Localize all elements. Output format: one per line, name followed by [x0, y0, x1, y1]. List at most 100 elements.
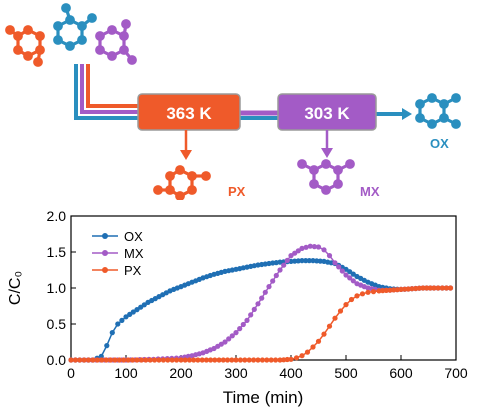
- data-point: [299, 245, 305, 251]
- stage-363k-box: 363 K: [137, 93, 241, 131]
- data-point: [119, 317, 125, 323]
- series-px: [68, 285, 454, 363]
- y-tick-label: 1.0: [47, 280, 67, 296]
- data-point: [317, 258, 323, 264]
- data-point: [248, 312, 254, 318]
- data-point: [109, 330, 115, 336]
- data-point: [394, 287, 400, 293]
- data-point: [350, 271, 356, 277]
- legend-item-mx: MX: [92, 246, 144, 261]
- data-point: [112, 357, 118, 363]
- data-point: [255, 357, 261, 363]
- data-point: [191, 357, 197, 363]
- data-point: [130, 309, 136, 315]
- data-point: [277, 259, 283, 265]
- legend-item-px: PX: [92, 263, 142, 278]
- data-point: [304, 349, 311, 355]
- legend-marker: [102, 233, 108, 239]
- data-point: [354, 293, 360, 299]
- data-point: [427, 285, 433, 291]
- y-tick-label: 0.5: [47, 316, 67, 332]
- breakthrough-chart: 0 100 200 300 400 500 600 700 0.0 0.5 1.0 1.5 2.0 OX…: [7, 208, 468, 407]
- data-point: [94, 357, 100, 363]
- data-point: [199, 357, 205, 363]
- y-tick-label: 2.0: [47, 208, 67, 224]
- ox-product-label: OX: [430, 136, 449, 151]
- data-point: [398, 286, 404, 292]
- data-point: [343, 272, 349, 278]
- data-point: [288, 253, 294, 259]
- data-point: [405, 286, 411, 292]
- stage-363k-label: 363 K: [166, 104, 212, 123]
- data-point: [270, 278, 276, 284]
- data-point: [284, 257, 290, 263]
- data-point: [90, 357, 96, 363]
- data-point: [293, 355, 300, 361]
- data-point: [343, 302, 349, 308]
- data-point: [281, 262, 287, 268]
- data-point: [240, 321, 246, 328]
- mx-product-molecule-icon: [297, 159, 355, 195]
- data-point: [220, 357, 226, 363]
- data-point: [264, 357, 270, 363]
- data-point: [86, 357, 92, 363]
- data-point: [303, 258, 309, 264]
- data-point: [178, 357, 184, 363]
- data-point: [365, 289, 371, 295]
- data-point: [165, 357, 171, 363]
- data-point: [147, 357, 153, 363]
- flow-lines: [74, 64, 404, 120]
- data-point: [315, 244, 322, 250]
- data-point: [299, 258, 305, 264]
- px-product-molecule-icon: [153, 165, 211, 200]
- data-point: [439, 285, 445, 291]
- x-tick-label: 0: [67, 365, 75, 381]
- x-tick-label: 100: [114, 365, 138, 381]
- x-tick-label: 200: [169, 365, 193, 381]
- data-point: [337, 308, 344, 314]
- data-point: [307, 243, 313, 249]
- data-point: [284, 356, 290, 363]
- x-axis-label: Time (min): [223, 388, 304, 407]
- data-point: [134, 357, 140, 363]
- data-point: [222, 339, 228, 345]
- data-point: [259, 357, 265, 363]
- data-point: [115, 321, 121, 327]
- data-point: [259, 295, 265, 301]
- data-point: [416, 285, 422, 291]
- mx-product-label: MX: [360, 184, 380, 199]
- data-point: [174, 357, 180, 363]
- data-point: [420, 285, 426, 291]
- arrow-to-px-icon: [180, 130, 192, 160]
- legend-marker: [102, 250, 108, 256]
- data-point: [350, 278, 356, 284]
- data-point: [359, 291, 366, 297]
- separation-scheme: 363 K 303 K PX MX OX: [5, 3, 461, 200]
- data-point: [409, 286, 415, 292]
- data-point: [143, 357, 149, 363]
- x-tick-label: 700: [444, 365, 468, 381]
- data-point: [212, 357, 218, 363]
- data-point: [237, 357, 243, 363]
- data-point: [130, 357, 136, 363]
- data-point: [262, 289, 268, 295]
- data-point: [103, 357, 109, 363]
- data-point: [125, 357, 131, 363]
- data-point: [431, 285, 437, 291]
- data-point: [203, 357, 209, 363]
- series-mx: [68, 243, 454, 363]
- data-point: [424, 285, 430, 291]
- ox-product-molecule-icon: [415, 93, 461, 129]
- x-tick-label: 300: [224, 365, 248, 381]
- data-point: [233, 330, 239, 336]
- data-point: [123, 314, 129, 320]
- legend-marker: [102, 267, 108, 273]
- legend-item-ox: OX: [92, 229, 143, 244]
- px-product-label: PX: [228, 184, 246, 199]
- data-point: [186, 357, 193, 363]
- data-point: [216, 357, 222, 363]
- data-point: [156, 357, 162, 363]
- data-point: [443, 285, 449, 291]
- y-tick-label: 1.5: [47, 244, 67, 260]
- data-point: [208, 357, 214, 363]
